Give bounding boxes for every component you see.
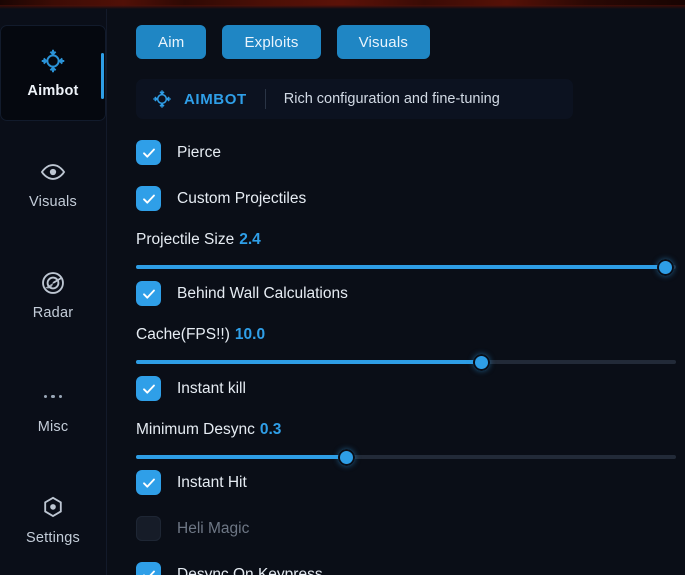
- checkbox-label: Pierce: [177, 143, 221, 161]
- eye-icon: [40, 159, 66, 185]
- tab-bar: Aim Exploits Visuals: [136, 25, 431, 59]
- tab-aim[interactable]: Aim: [136, 25, 207, 59]
- radar-icon: [40, 270, 66, 296]
- checkbox-label: Heli Magic: [177, 519, 250, 537]
- crosshair-icon: [152, 89, 172, 109]
- slider-fill: [136, 455, 347, 459]
- section-header: AIMBOT Rich configuration and fine-tunin…: [136, 79, 573, 119]
- sidebar-item-aimbot[interactable]: Aimbot: [0, 25, 106, 121]
- tab-visuals[interactable]: Visuals: [336, 25, 431, 59]
- sidebar-item-label: Misc: [37, 418, 69, 435]
- slider-track-projectile-size[interactable]: [136, 258, 676, 276]
- slider-thumb[interactable]: [338, 448, 356, 466]
- slider-label-projectile-size: Projectile Size 2.4: [136, 231, 261, 249]
- section-header-divider: [264, 89, 266, 109]
- slider-track-minimum-desync[interactable]: [136, 448, 676, 466]
- checkbox-behind-wall-calculations[interactable]: [136, 281, 161, 306]
- sidebar-item-settings[interactable]: Settings: [0, 472, 106, 568]
- checkbox-heli-magic[interactable]: [136, 516, 161, 541]
- checkbox-instant-kill[interactable]: [136, 376, 161, 401]
- slider-name: Cache(FPS!!): [136, 326, 230, 343]
- main-content: Aim Exploits Visuals AIMBOT Rich configura…: [106, 9, 685, 575]
- section-header-title: AIMBOT: [184, 90, 247, 108]
- checkbox-row-instant-kill[interactable]: Instant kill: [136, 376, 246, 401]
- gear-icon: [40, 495, 66, 521]
- sidebar-item-label: Visuals: [29, 193, 77, 210]
- tab-exploits[interactable]: Exploits: [222, 25, 321, 59]
- sidebar-item-label: Settings: [26, 529, 80, 546]
- slider-thumb[interactable]: [473, 353, 491, 371]
- slider-value: 2.4: [239, 231, 261, 248]
- slider-label-cache-fps: Cache(FPS!!) 10.0: [136, 326, 265, 344]
- checkbox-label: Custom Projectiles: [177, 189, 307, 207]
- sidebar-item-label: Aimbot: [27, 82, 79, 99]
- section-header-subtitle: Rich configuration and fine-tuning: [283, 91, 500, 107]
- checkbox-row-heli-magic[interactable]: Heli Magic: [136, 516, 249, 541]
- checkbox-row-behind-wall-calculations[interactable]: Behind Wall Calculations: [136, 281, 348, 306]
- checkbox-instant-hit[interactable]: [136, 470, 161, 495]
- slider-label-minimum-desync: Minimum Desync 0.3: [136, 421, 281, 439]
- slider-thumb[interactable]: [656, 258, 674, 276]
- checkbox-label: Desync On Keypress: [177, 565, 323, 575]
- crosshair-icon: [40, 48, 66, 74]
- checkbox-desync-on-keypress[interactable]: [136, 562, 161, 575]
- slider-fill: [136, 265, 666, 269]
- ellipsis-icon: [43, 384, 63, 410]
- checkbox-row-desync-on-keypress[interactable]: Desync On Keypress: [136, 562, 323, 575]
- slider-name: Projectile Size: [136, 231, 235, 248]
- checkbox-pierce[interactable]: [136, 140, 161, 165]
- sidebar-item-visuals[interactable]: Visuals: [0, 136, 106, 232]
- checkbox-label: Behind Wall Calculations: [177, 284, 348, 302]
- sidebar-item-label: Radar: [32, 304, 74, 321]
- checkbox-custom-projectiles[interactable]: [136, 186, 161, 211]
- checkbox-row-pierce[interactable]: Pierce: [136, 140, 221, 165]
- checkbox-label: Instant Hit: [177, 473, 247, 491]
- sidebar-item-radar[interactable]: Radar: [0, 247, 106, 343]
- slider-value: 0.3: [259, 421, 282, 438]
- sidebar-item-misc[interactable]: Misc: [0, 361, 106, 457]
- top-red-strip: [0, 0, 685, 9]
- sidebar: Aimbot Visuals Radar Misc Settings: [0, 9, 107, 575]
- checkbox-row-custom-projectiles[interactable]: Custom Projectiles: [136, 186, 306, 211]
- slider-fill: [136, 360, 482, 364]
- checkbox-label: Instant kill: [177, 379, 246, 397]
- slider-value: 10.0: [234, 326, 266, 343]
- slider-name: Minimum Desync: [136, 421, 255, 438]
- checkbox-row-instant-hit[interactable]: Instant Hit: [136, 470, 247, 495]
- slider-track-cache-fps[interactable]: [136, 353, 676, 371]
